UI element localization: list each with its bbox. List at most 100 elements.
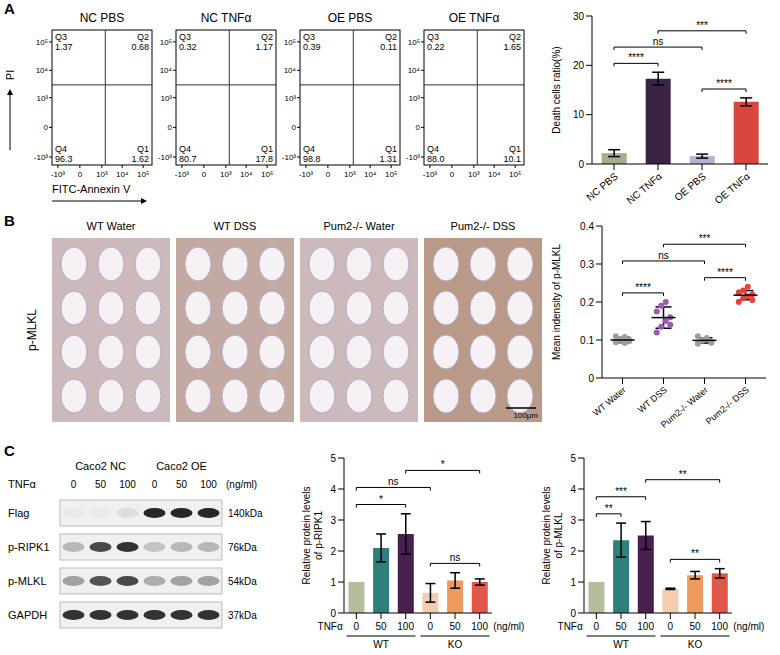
svg-text:50: 50 xyxy=(176,479,188,490)
svg-text:10⁴: 10⁴ xyxy=(36,66,49,75)
svg-text:10⁵: 10⁵ xyxy=(160,38,172,47)
svg-text:*: * xyxy=(379,494,383,505)
svg-text:Q1: Q1 xyxy=(509,144,521,154)
svg-text:140kDa: 140kDa xyxy=(228,508,263,519)
svg-text:OE TNFα: OE TNFα xyxy=(449,11,500,25)
svg-text:ns: ns xyxy=(450,552,461,563)
svg-text:0: 0 xyxy=(450,170,455,179)
svg-text:37kDa: 37kDa xyxy=(228,610,257,621)
svg-text:2: 2 xyxy=(570,546,576,557)
svg-text:54kDa: 54kDa xyxy=(228,576,257,587)
svg-text:ns: ns xyxy=(388,476,399,487)
svg-text:KO: KO xyxy=(688,639,703,650)
svg-text:****: **** xyxy=(717,267,733,278)
svg-text:Pum2-/- Water: Pum2-/- Water xyxy=(659,385,710,430)
svg-text:Q2: Q2 xyxy=(261,32,273,42)
svg-text:0: 0 xyxy=(428,621,434,632)
svg-text:2: 2 xyxy=(330,546,336,557)
svg-text:10³: 10³ xyxy=(220,170,232,179)
svg-text:**: ** xyxy=(679,469,687,480)
svg-text:NC TNFα: NC TNFα xyxy=(624,170,664,206)
svg-text:Q1: Q1 xyxy=(261,144,273,154)
svg-text:-10³: -10³ xyxy=(299,170,314,179)
svg-text:****: **** xyxy=(635,282,651,293)
svg-text:B: B xyxy=(4,212,15,229)
svg-text:WT Water: WT Water xyxy=(591,385,628,418)
svg-text:0.4: 0.4 xyxy=(580,221,594,232)
svg-text:GAPDH: GAPDH xyxy=(8,609,47,621)
svg-text:Death cells ratio(%): Death cells ratio(%) xyxy=(551,46,562,133)
svg-text:0.68: 0.68 xyxy=(131,42,149,52)
svg-text:10³: 10³ xyxy=(468,170,480,179)
svg-text:10⁴: 10⁴ xyxy=(488,170,501,179)
svg-text:Q3: Q3 xyxy=(55,32,67,42)
svg-text:30: 30 xyxy=(573,11,585,22)
svg-text:0: 0 xyxy=(44,123,49,132)
svg-text:10⁵: 10⁵ xyxy=(137,170,149,179)
svg-text:**: ** xyxy=(605,503,613,514)
svg-text:***: *** xyxy=(699,233,711,244)
svg-text:88.0: 88.0 xyxy=(427,154,445,164)
svg-text:Q1: Q1 xyxy=(137,144,149,154)
svg-text:0: 0 xyxy=(168,123,173,132)
svg-text:NC PBS: NC PBS xyxy=(584,170,620,203)
svg-text:10.1: 10.1 xyxy=(503,154,521,164)
svg-text:-10³: -10³ xyxy=(158,153,173,162)
svg-text:WT Water: WT Water xyxy=(87,220,136,232)
svg-text:0.3: 0.3 xyxy=(580,259,594,270)
svg-text:10⁵: 10⁵ xyxy=(36,38,48,47)
svg-text:(ng/ml): (ng/ml) xyxy=(493,621,524,632)
svg-text:Q3: Q3 xyxy=(303,32,315,42)
svg-text:***: *** xyxy=(696,20,708,31)
svg-text:4: 4 xyxy=(570,484,576,495)
svg-text:C: C xyxy=(4,442,15,459)
svg-text:0.32: 0.32 xyxy=(179,42,197,52)
svg-text:of p-MLKL: of p-MLKL xyxy=(553,512,564,559)
svg-text:10³: 10³ xyxy=(344,170,356,179)
svg-text:10⁴: 10⁴ xyxy=(160,66,173,75)
svg-text:0.2: 0.2 xyxy=(580,297,594,308)
svg-text:-10³: -10³ xyxy=(34,153,49,162)
svg-text:WT DSS: WT DSS xyxy=(636,385,669,415)
svg-text:0.11: 0.11 xyxy=(380,42,397,52)
svg-text:PI: PI xyxy=(4,70,16,80)
svg-text:50: 50 xyxy=(615,621,627,632)
svg-text:Pum2-/- Water: Pum2-/- Water xyxy=(323,220,394,232)
svg-text:0: 0 xyxy=(578,159,584,170)
svg-text:0: 0 xyxy=(570,608,576,619)
svg-text:10⁴: 10⁴ xyxy=(284,66,297,75)
svg-text:*: * xyxy=(441,459,445,470)
svg-text:Q2: Q2 xyxy=(385,32,397,42)
svg-text:-10³: -10³ xyxy=(175,170,190,179)
svg-text:80.7: 80.7 xyxy=(179,154,197,164)
svg-text:0.39: 0.39 xyxy=(303,42,321,52)
svg-text:0: 0 xyxy=(668,621,674,632)
svg-text:Relative protein levels: Relative protein levels xyxy=(541,487,552,585)
svg-text:10³: 10³ xyxy=(96,170,108,179)
svg-text:50: 50 xyxy=(375,621,387,632)
svg-text:0: 0 xyxy=(354,621,360,632)
svg-text:NC TNFα: NC TNFα xyxy=(201,11,252,25)
svg-text:1: 1 xyxy=(570,577,576,588)
svg-text:TNFα: TNFα xyxy=(318,621,343,632)
svg-text:10³: 10³ xyxy=(284,94,296,103)
svg-text:10³: 10³ xyxy=(36,94,48,103)
svg-text:Pum2-/- DSS: Pum2-/- DSS xyxy=(451,220,516,232)
svg-text:10⁴: 10⁴ xyxy=(240,170,253,179)
svg-text:10⁵: 10⁵ xyxy=(408,38,420,47)
svg-text:***: *** xyxy=(615,486,627,497)
svg-text:50: 50 xyxy=(689,621,701,632)
svg-text:Caco2 NC: Caco2 NC xyxy=(75,460,126,472)
svg-text:10⁵: 10⁵ xyxy=(509,170,521,179)
svg-text:3: 3 xyxy=(570,515,576,526)
svg-text:50: 50 xyxy=(449,621,461,632)
svg-text:0: 0 xyxy=(594,621,600,632)
svg-text:Q1: Q1 xyxy=(385,144,397,154)
svg-text:100: 100 xyxy=(119,479,136,490)
svg-text:p-MLKL: p-MLKL xyxy=(25,309,39,351)
svg-text:WT: WT xyxy=(613,639,629,650)
svg-text:ns: ns xyxy=(658,250,669,261)
svg-text:-10³: -10³ xyxy=(423,170,438,179)
svg-text:0: 0 xyxy=(330,608,336,619)
svg-text:TNFα: TNFα xyxy=(558,621,583,632)
